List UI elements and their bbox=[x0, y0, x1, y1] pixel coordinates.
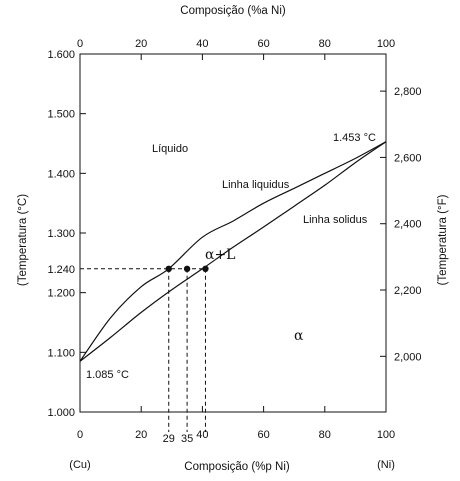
left-axis-label: (Temperatura (°C) bbox=[17, 194, 29, 286]
top-x-tick-label: 100 bbox=[377, 38, 395, 50]
left-y-tick-label: 1.000 bbox=[47, 407, 75, 419]
tie-composition-label: 29 bbox=[163, 433, 175, 445]
right-axis-label: (Temperatura (°F) bbox=[437, 194, 449, 285]
left-y-tick-label: 1.200 bbox=[47, 288, 75, 300]
right-y-tick-label: 2,000 bbox=[394, 351, 422, 363]
right-y-tick-label: 2,200 bbox=[394, 285, 422, 297]
ni-melting-annotation: 1.453 °C bbox=[333, 132, 376, 144]
right-y-tick-label: 2,400 bbox=[394, 219, 422, 231]
liquid-region-label: Líquido bbox=[152, 143, 188, 155]
top-axis-label: Composição (%a Ni) bbox=[180, 5, 286, 17]
ni-end-label: (Ni) bbox=[377, 459, 395, 471]
right-y-tick-label: 2,600 bbox=[394, 152, 422, 164]
top-x-tick-label: 40 bbox=[196, 38, 208, 50]
top-x-tick-label: 60 bbox=[257, 38, 269, 50]
cu-melting-annotation: 1.085 °C bbox=[86, 369, 129, 381]
bottom-x-tick-label: 0 bbox=[77, 429, 83, 441]
top-x-tick-label: 0 bbox=[77, 38, 83, 50]
tie-point bbox=[165, 265, 172, 272]
left-y-tick-label: 1.400 bbox=[47, 168, 75, 180]
bottom-x-tick-label: 80 bbox=[319, 429, 331, 441]
tie-point bbox=[202, 265, 209, 272]
left-y-tick-label: 1.500 bbox=[47, 109, 75, 121]
left-y-tick-label: 1.600 bbox=[47, 49, 75, 61]
bottom-x-tick-label: 100 bbox=[377, 429, 395, 441]
alpha-liquid-region-label: α+L bbox=[205, 247, 235, 263]
liquidus-curve bbox=[79, 141, 387, 362]
right-y-tick-label: 2,800 bbox=[394, 86, 422, 98]
tie-point bbox=[183, 265, 191, 272]
bottom-x-tick-label: 60 bbox=[257, 429, 269, 441]
cu-end-label: (Cu) bbox=[69, 459, 90, 471]
bottom-x-tick-label: 40 bbox=[196, 429, 208, 441]
bottom-x-tick-label: 20 bbox=[135, 429, 147, 441]
plot-frame bbox=[79, 53, 387, 413]
tie-composition-label: 35 bbox=[181, 433, 193, 445]
left-y-tick-label: 1.100 bbox=[47, 347, 75, 359]
solidus-label: Linha solidus bbox=[303, 214, 368, 226]
top-x-tick-label: 20 bbox=[135, 38, 147, 50]
left-y-tick-label: 1.300 bbox=[47, 228, 75, 240]
left-y-tick-label: 1.240 bbox=[47, 264, 75, 276]
liquidus-label: Linha liquidus bbox=[222, 179, 290, 191]
alpha-region-label: α bbox=[294, 328, 304, 344]
bottom-axis-label: Composição (%p Ni) bbox=[184, 461, 290, 473]
solidus-curve bbox=[79, 141, 387, 362]
top-x-tick-label: 80 bbox=[319, 38, 331, 50]
